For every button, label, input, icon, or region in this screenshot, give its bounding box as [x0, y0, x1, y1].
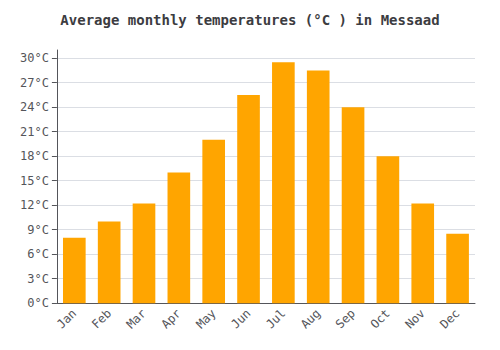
svg-text:18°C: 18°C — [20, 149, 49, 163]
svg-text:15°C: 15°C — [20, 174, 49, 188]
svg-text:Sep: Sep — [333, 306, 358, 331]
svg-text:27°C: 27°C — [20, 76, 49, 90]
svg-text:Apr: Apr — [159, 306, 184, 331]
svg-text:Jan: Jan — [54, 306, 79, 331]
svg-text:Oct: Oct — [368, 306, 393, 331]
svg-text:Jun: Jun — [228, 306, 253, 331]
svg-text:Feb: Feb — [89, 306, 114, 331]
svg-text:21°C: 21°C — [20, 125, 49, 139]
svg-text:12°C: 12°C — [20, 198, 49, 212]
svg-text:24°C: 24°C — [20, 100, 49, 114]
svg-text:9°C: 9°C — [27, 223, 49, 237]
svg-text:3°C: 3°C — [27, 272, 49, 286]
svg-text:6°C: 6°C — [27, 247, 49, 261]
svg-text:May: May — [193, 306, 218, 331]
svg-text:30°C: 30°C — [20, 51, 49, 65]
svg-text:Mar: Mar — [124, 306, 149, 331]
svg-text:Jul: Jul — [263, 306, 288, 331]
svg-text:Nov: Nov — [402, 306, 427, 331]
svg-text:Dec: Dec — [437, 306, 462, 331]
svg-text:0°C: 0°C — [27, 296, 49, 310]
svg-text:Aug: Aug — [298, 306, 323, 331]
svg-text:Average monthly temperatures (: Average monthly temperatures (°C ) in Me… — [60, 12, 439, 28]
